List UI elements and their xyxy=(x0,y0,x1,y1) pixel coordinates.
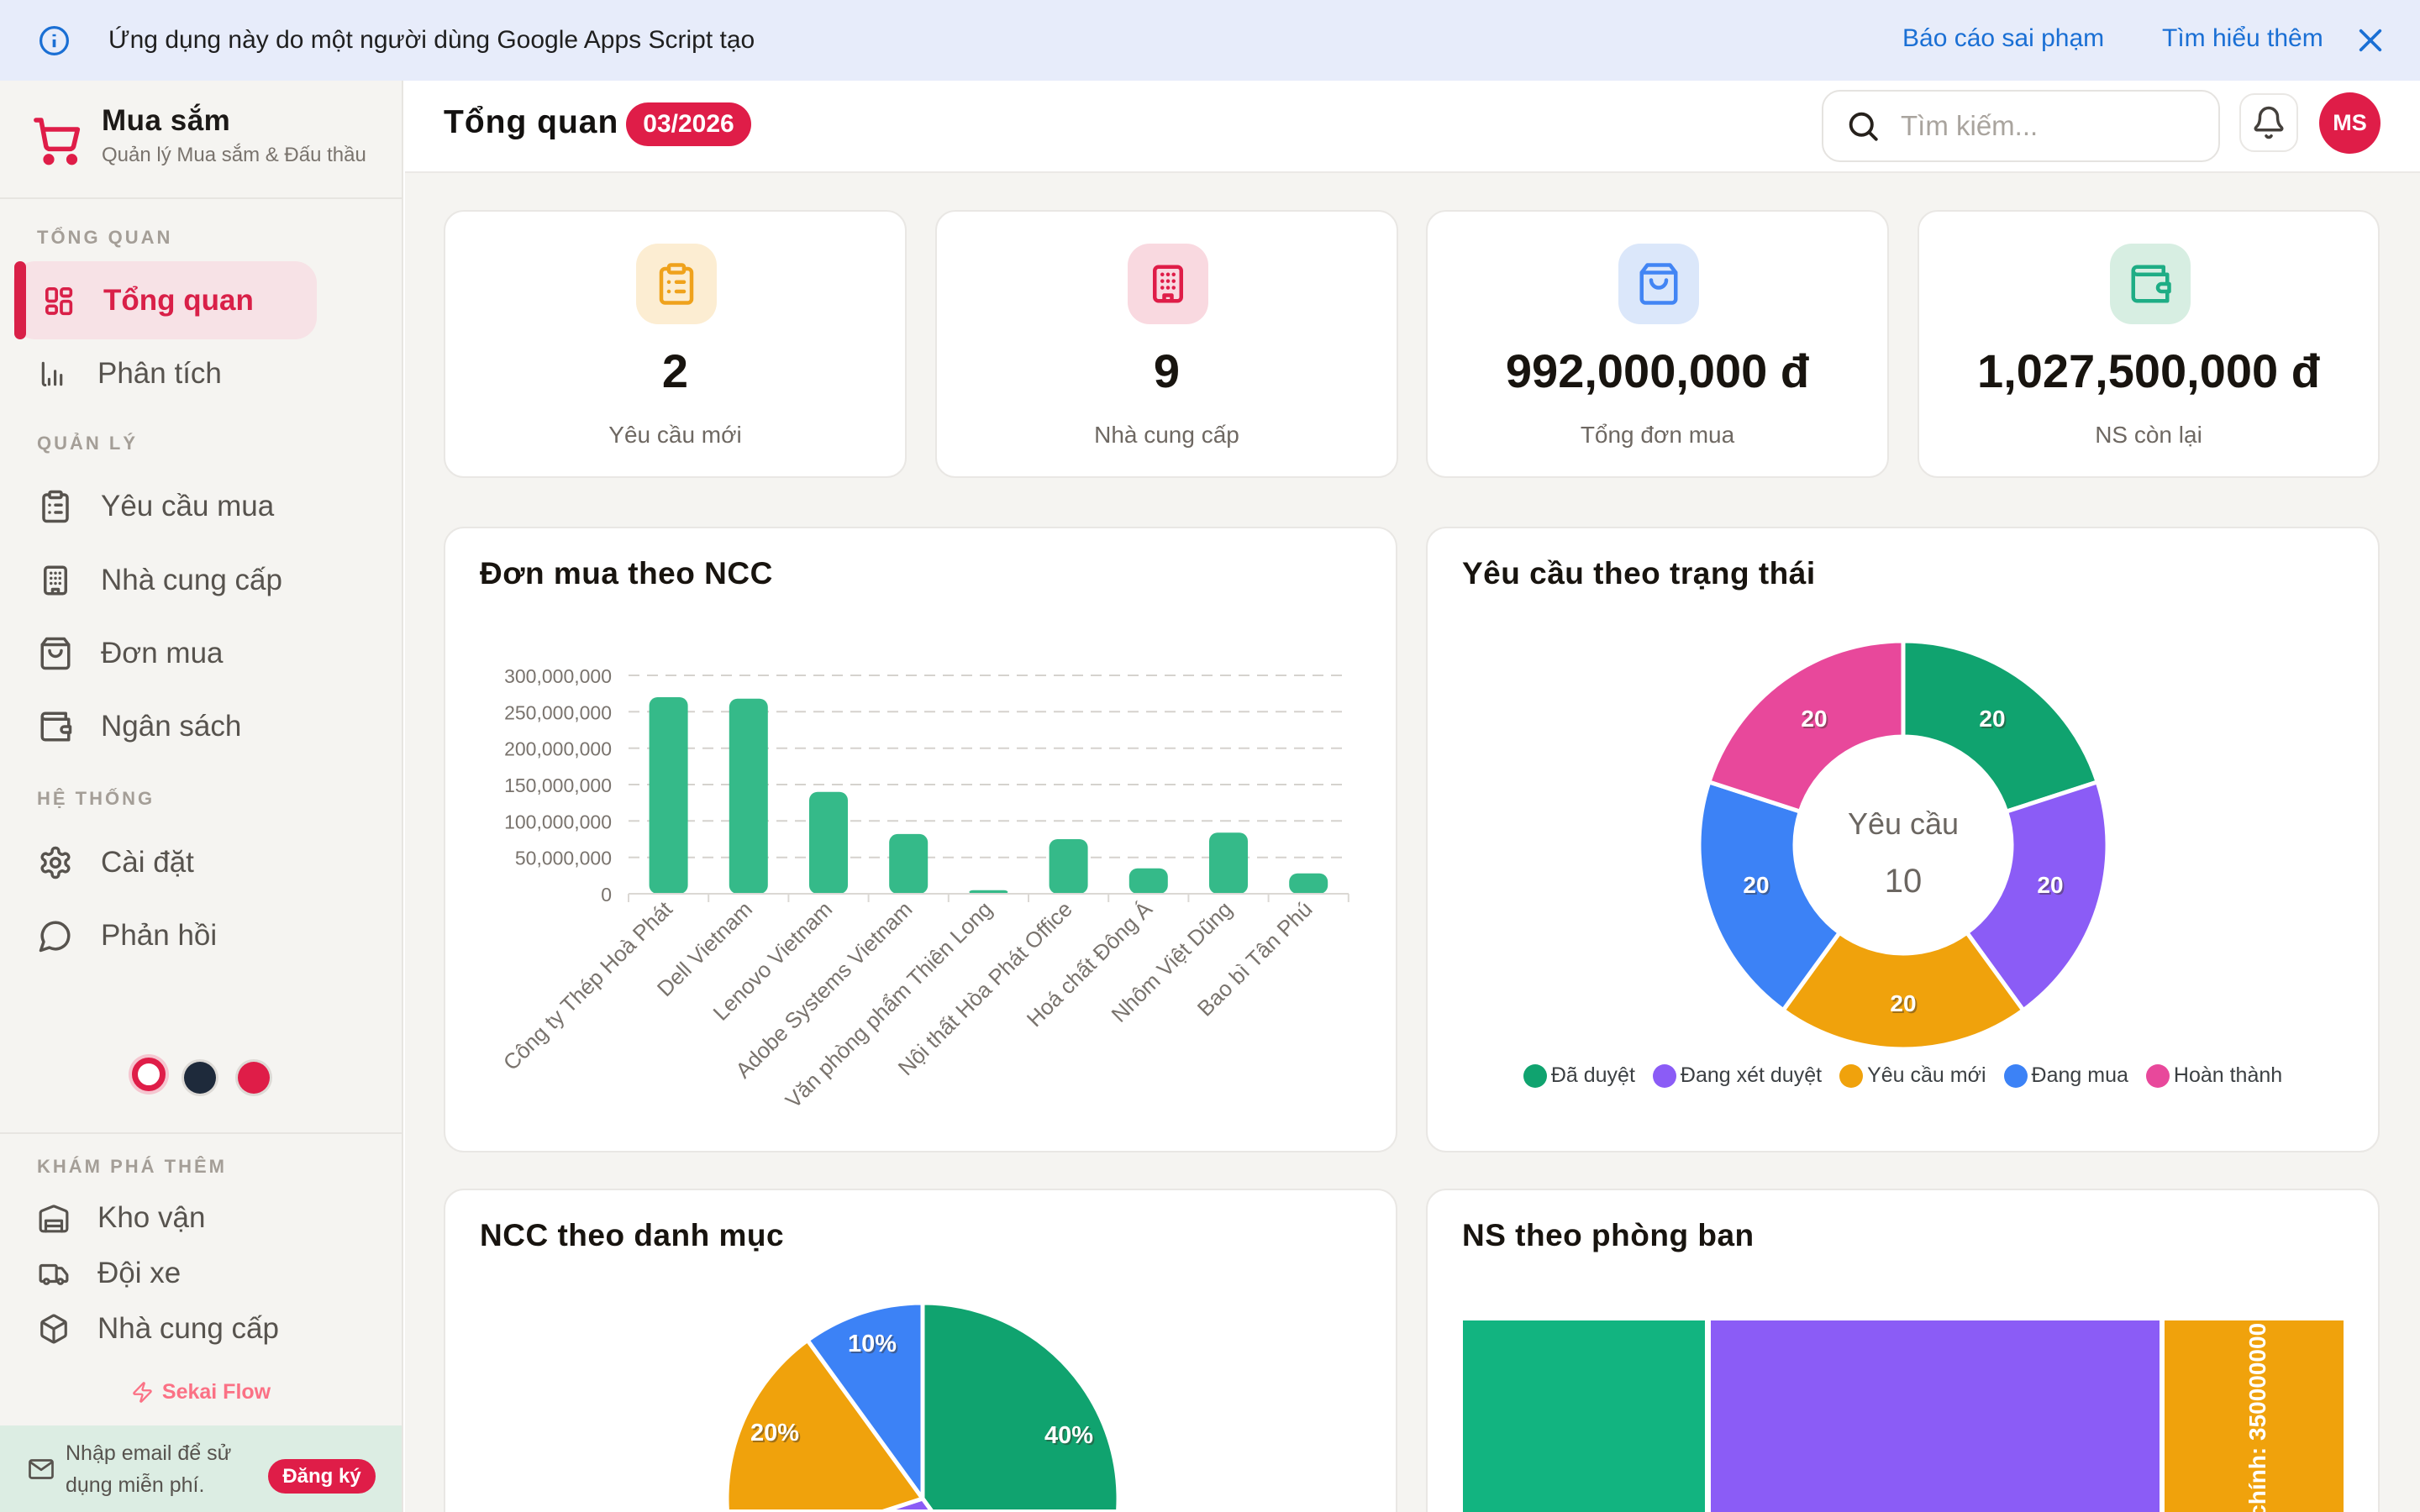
svg-text:20: 20 xyxy=(1979,706,2005,732)
svg-text:20: 20 xyxy=(1744,874,1770,900)
svg-text:Công ty Thép Hoà Phát: Công ty Thép Hoà Phát xyxy=(498,895,678,1075)
svg-text:50,000,000: 50,000,000 xyxy=(515,848,612,869)
svg-text:20: 20 xyxy=(1802,707,1828,733)
svg-text:20: 20 xyxy=(1743,872,1769,898)
svg-text:Tài chính: 350000000: Tài chính: 350000000 xyxy=(2244,1323,2270,1512)
svg-text:10: 10 xyxy=(1885,863,1923,900)
svg-text:20: 20 xyxy=(1891,992,1918,1018)
svg-text:250,000,000: 250,000,000 xyxy=(504,701,612,723)
svg-text:0: 0 xyxy=(601,884,612,906)
svg-text:20%: 20% xyxy=(752,1421,801,1448)
svg-text:150,000,000: 150,000,000 xyxy=(504,774,612,796)
svg-text:20: 20 xyxy=(2037,872,2063,898)
svg-text:20: 20 xyxy=(1981,707,2007,733)
svg-text:200,000,000: 200,000,000 xyxy=(504,738,612,760)
svg-text:40%: 40% xyxy=(1046,1424,1095,1451)
svg-text:Yêu cầu: Yêu cầu xyxy=(1848,806,1959,841)
svg-text:20: 20 xyxy=(1801,706,1827,732)
svg-text:20: 20 xyxy=(2039,874,2065,900)
svg-text:20%: 20% xyxy=(750,1420,799,1446)
svg-text:10%: 10% xyxy=(848,1331,897,1357)
svg-text:20: 20 xyxy=(1890,990,1916,1016)
svg-text:40%: 40% xyxy=(1044,1422,1093,1449)
svg-text:100,000,000: 100,000,000 xyxy=(504,811,612,832)
svg-text:300,000,000: 300,000,000 xyxy=(504,665,612,687)
svg-text:10%: 10% xyxy=(850,1332,898,1359)
